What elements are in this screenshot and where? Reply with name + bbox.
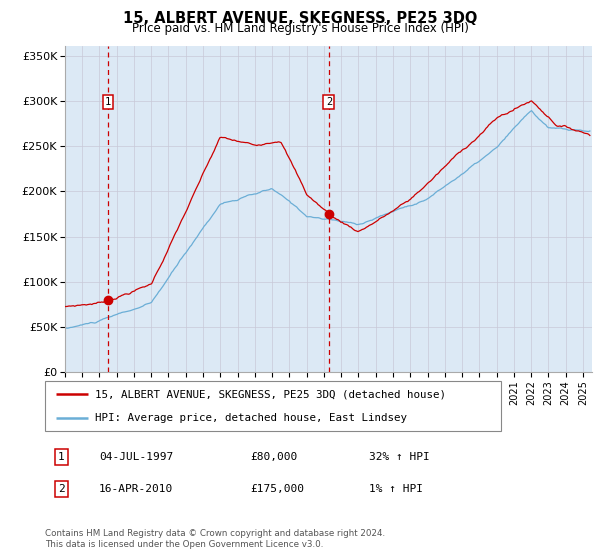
Text: 32% ↑ HPI: 32% ↑ HPI bbox=[369, 452, 430, 462]
Text: 04-JUL-1997: 04-JUL-1997 bbox=[99, 452, 173, 462]
Text: £175,000: £175,000 bbox=[250, 484, 304, 494]
Text: 16-APR-2010: 16-APR-2010 bbox=[99, 484, 173, 494]
Text: Contains HM Land Registry data © Crown copyright and database right 2024.
This d: Contains HM Land Registry data © Crown c… bbox=[45, 529, 385, 549]
Text: HPI: Average price, detached house, East Lindsey: HPI: Average price, detached house, East… bbox=[95, 413, 407, 423]
Text: 1% ↑ HPI: 1% ↑ HPI bbox=[369, 484, 423, 494]
Text: £80,000: £80,000 bbox=[250, 452, 298, 462]
Text: 15, ALBERT AVENUE, SKEGNESS, PE25 3DQ (detached house): 15, ALBERT AVENUE, SKEGNESS, PE25 3DQ (d… bbox=[95, 389, 446, 399]
Text: 2: 2 bbox=[58, 484, 65, 494]
Text: 15, ALBERT AVENUE, SKEGNESS, PE25 3DQ: 15, ALBERT AVENUE, SKEGNESS, PE25 3DQ bbox=[123, 11, 477, 26]
Text: 2: 2 bbox=[326, 97, 332, 107]
Text: Price paid vs. HM Land Registry's House Price Index (HPI): Price paid vs. HM Land Registry's House … bbox=[131, 22, 469, 35]
Text: 1: 1 bbox=[105, 97, 111, 107]
Text: 1: 1 bbox=[58, 452, 65, 462]
